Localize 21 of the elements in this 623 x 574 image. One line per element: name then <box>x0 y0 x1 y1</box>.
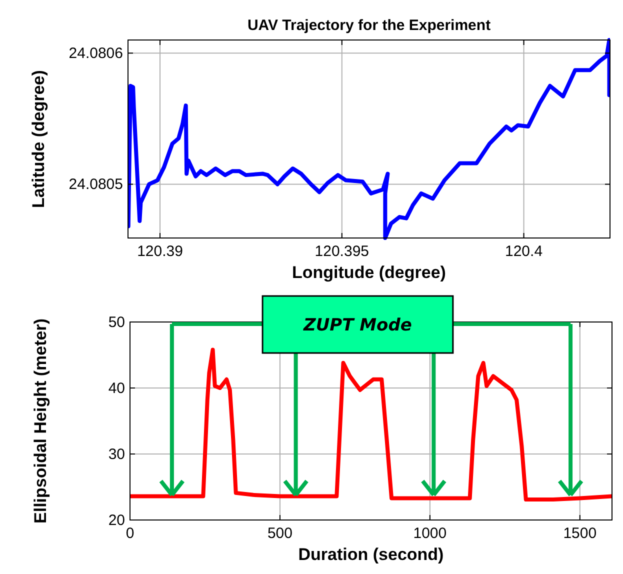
x-axis-title: Longitude (degree) <box>292 263 446 282</box>
x-tick-label: 120.39 <box>137 243 183 260</box>
x-tick-label: 120.395 <box>314 243 370 260</box>
chart-title: UAV Trajectory for the Experiment <box>247 17 491 34</box>
y-tick-label: 24.0805 <box>68 176 123 194</box>
x-tick-label: 120.4 <box>505 243 543 260</box>
y-tick-label: 24.0806 <box>68 45 123 62</box>
x-tick-label: 1500 <box>563 525 597 542</box>
y-axis-title: Ellipsoidal Height (meter) <box>31 318 50 524</box>
x-tick-label: 1000 <box>413 525 447 542</box>
y-tick-label: 40 <box>108 380 125 397</box>
y-tick-label: 20 <box>108 512 125 529</box>
y-tick-label: 50 <box>108 314 125 331</box>
y-tick-label: 30 <box>108 446 125 463</box>
y-axis-title: Latitude (degree) <box>29 70 48 208</box>
x-tick-label: 0 <box>126 525 134 542</box>
x-axis-title: Duration (second) <box>298 545 444 564</box>
line-series <box>128 38 610 240</box>
x-tick-label: 500 <box>267 525 292 542</box>
annotation: ZUPT Mode <box>302 316 412 336</box>
line-series <box>130 348 612 502</box>
